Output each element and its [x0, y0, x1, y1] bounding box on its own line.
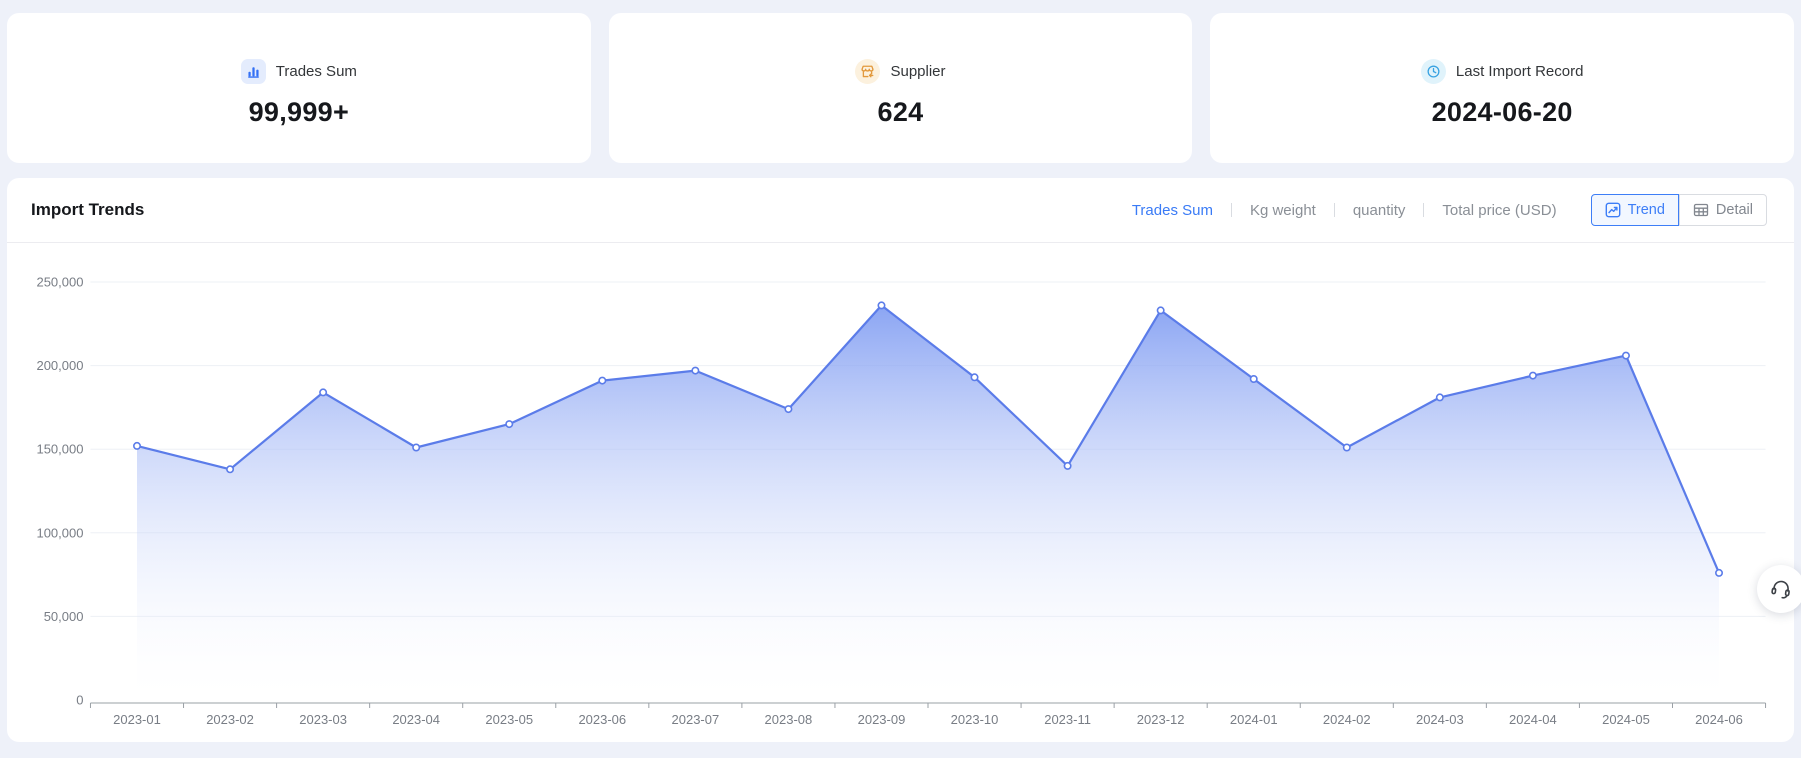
card-trades-sum-value: 99,999+	[248, 96, 350, 127]
card-trades-sum-head: Trades Sum	[240, 59, 357, 85]
card-supplier-label: Supplier	[890, 63, 946, 80]
view-toggle-group: Trend Detail	[1590, 194, 1767, 226]
card-trades-sum-label: Trades Sum	[275, 63, 357, 80]
svg-text:2023-01: 2023-01	[113, 712, 161, 727]
tab-separator	[1333, 203, 1335, 217]
svg-text:2023-10: 2023-10	[951, 712, 999, 727]
trend-view-button[interactable]: Trend	[1590, 194, 1679, 226]
svg-text:2024-02: 2024-02	[1323, 712, 1371, 727]
trend-line-chart[interactable]: 0 50,000 100,000 150,000 200,000 250,000 2023-…	[7, 243, 1794, 742]
svg-text:200,000: 200,000	[36, 358, 83, 373]
svg-text:2023-12: 2023-12	[1137, 712, 1185, 727]
svg-text:250,000: 250,000	[36, 275, 83, 290]
card-last-import-head: Last Import Record	[1420, 59, 1584, 85]
detail-view-button[interactable]: Detail	[1678, 194, 1767, 226]
trend-view-label: Trend	[1627, 202, 1665, 218]
svg-text:2024-04: 2024-04	[1509, 712, 1557, 727]
card-last-import-value: 2024-06-20	[1431, 96, 1573, 127]
svg-text:2023-08: 2023-08	[765, 712, 813, 727]
svg-text:150,000: 150,000	[36, 442, 83, 457]
card-supplier-value: 624	[877, 96, 924, 127]
metric-tabs: Trades Sum Kg weight quantity Total pric…	[1130, 202, 1559, 219]
tab-total-price[interactable]: Total price (USD)	[1442, 201, 1557, 219]
svg-text:0: 0	[76, 693, 83, 708]
card-trades-sum: Trades Sum 99,999+	[7, 13, 591, 163]
detail-view-label: Detail	[1715, 202, 1753, 218]
svg-text:2023-04: 2023-04	[392, 712, 440, 727]
tab-quantity[interactable]: quantity	[1352, 201, 1406, 219]
svg-text:2023-03: 2023-03	[299, 712, 347, 727]
svg-text:2024-06: 2024-06	[1695, 712, 1743, 727]
svg-text:2023-11: 2023-11	[1044, 712, 1091, 727]
card-last-import-label: Last Import Record	[1455, 63, 1584, 80]
table-icon	[1693, 202, 1709, 218]
trend-icon	[1605, 202, 1621, 218]
svg-text:2024-05: 2024-05	[1602, 712, 1650, 727]
svg-text:2024-01: 2024-01	[1230, 712, 1278, 727]
svg-text:2023-06: 2023-06	[578, 712, 626, 727]
svg-text:2023-07: 2023-07	[672, 712, 720, 727]
tab-trades-sum[interactable]: Trades Sum	[1131, 201, 1213, 219]
card-supplier: Supplier 624	[608, 13, 1193, 163]
tab-kg-weight[interactable]: Kg weight	[1249, 201, 1316, 219]
chart-area: 0 50,000 100,000 150,000 200,000 250,000 2023-…	[7, 243, 1794, 742]
support-button[interactable]	[1757, 565, 1801, 613]
svg-text:50,000: 50,000	[44, 609, 84, 624]
svg-text:100,000: 100,000	[36, 525, 83, 540]
tab-separator	[1423, 203, 1425, 217]
svg-text:2023-09: 2023-09	[858, 712, 906, 727]
import-trends-panel: Import Trends Trades Sum Kg weight quant…	[7, 178, 1794, 742]
bar-chart-icon	[240, 59, 266, 84]
tab-separator	[1230, 203, 1232, 217]
clock-icon	[1420, 59, 1446, 84]
panel-title: Import Trends	[31, 200, 145, 219]
svg-text:2024-03: 2024-03	[1416, 712, 1464, 727]
svg-text:2023-02: 2023-02	[206, 712, 254, 727]
card-supplier-head: Supplier	[855, 59, 946, 85]
headset-icon	[1767, 575, 1794, 602]
storefront-icon	[855, 59, 881, 84]
svg-text:2023-05: 2023-05	[485, 712, 533, 727]
stat-cards-row: Trades Sum 99,999+ Supplier 624	[7, 13, 1795, 163]
card-last-import: Last Import Record 2024-06-20	[1210, 13, 1795, 163]
panel-header: Import Trends Trades Sum Kg weight quant…	[7, 178, 1794, 243]
